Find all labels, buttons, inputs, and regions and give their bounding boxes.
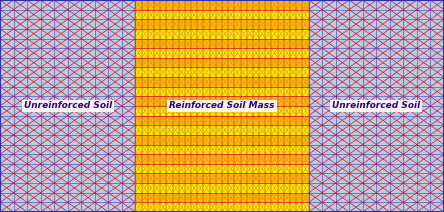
Text: Unreinforced Soil: Unreinforced Soil <box>24 102 112 110</box>
Bar <box>135 39 309 48</box>
Bar <box>135 58 309 67</box>
Bar <box>135 10 309 19</box>
Bar <box>135 19 309 29</box>
Bar <box>135 164 309 173</box>
Bar <box>135 87 309 96</box>
Bar <box>135 96 309 106</box>
Bar <box>135 29 309 39</box>
Bar <box>135 125 309 135</box>
Bar <box>135 77 309 87</box>
Bar <box>135 202 309 212</box>
Bar <box>135 116 309 125</box>
Bar <box>135 183 309 193</box>
Bar <box>135 193 309 202</box>
Bar <box>135 0 309 10</box>
Text: Unreinforced Soil: Unreinforced Soil <box>332 102 420 110</box>
Bar <box>135 48 309 58</box>
Bar <box>135 135 309 145</box>
Bar <box>135 0 309 212</box>
Bar <box>135 67 309 77</box>
Bar <box>135 154 309 164</box>
Text: Reinforced Soil Mass: Reinforced Soil Mass <box>169 102 275 110</box>
Bar <box>135 173 309 183</box>
Bar <box>135 145 309 154</box>
Bar <box>135 106 309 116</box>
